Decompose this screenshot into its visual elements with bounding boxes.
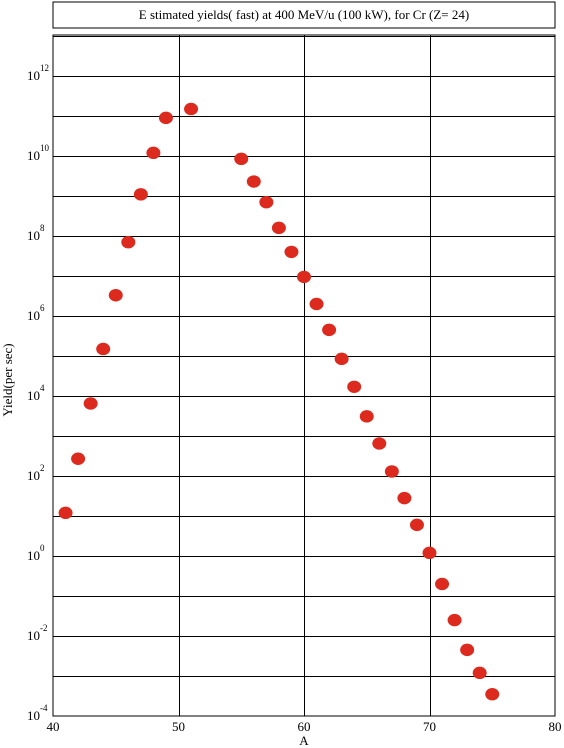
data-point xyxy=(108,289,123,302)
data-point xyxy=(485,688,500,701)
y-tick-exponent: 2 xyxy=(40,463,45,473)
y-tick-exponent: 8 xyxy=(40,223,45,233)
y-tick-label: 10 4 xyxy=(27,383,45,403)
y-tick-exponent: -2 xyxy=(40,623,48,633)
x-tick-label: 70 xyxy=(423,719,436,734)
x-tick-labels: 40 50 60 70 80 xyxy=(47,719,562,734)
y-tick-label: 10 2 xyxy=(27,463,45,483)
y-tick-base: 10 xyxy=(27,228,40,243)
data-point xyxy=(259,195,274,209)
data-point xyxy=(409,518,424,532)
y-tick-label: 10 10 xyxy=(27,143,50,163)
data-point xyxy=(384,465,399,478)
x-axis-label: A xyxy=(299,733,309,748)
data-point xyxy=(246,175,261,188)
data-point xyxy=(347,380,362,393)
data-point xyxy=(83,397,98,410)
y-tick-base: 10 xyxy=(27,388,40,403)
y-tick-base: 10 xyxy=(27,548,40,563)
data-point xyxy=(397,491,412,505)
x-tick-label: 60 xyxy=(298,719,311,734)
data-point xyxy=(359,410,374,423)
y-tick-exponent: 6 xyxy=(40,303,45,313)
y-tick-label: 10 12 xyxy=(27,63,49,83)
y-axis-label: Yield(per sec) xyxy=(0,343,15,416)
data-point xyxy=(234,152,249,166)
y-tick-base: 10 xyxy=(27,628,40,643)
data-point xyxy=(71,452,86,465)
title-box xyxy=(52,1,556,29)
y-tick-exponent: 4 xyxy=(40,383,45,393)
y-tick-label: 10 6 xyxy=(27,303,45,323)
x-tick-label: 80 xyxy=(549,719,562,734)
y-tick-base: 10 xyxy=(27,68,40,83)
data-point xyxy=(322,323,337,337)
y-tick-exponent: 10 xyxy=(40,143,50,153)
data-point xyxy=(271,221,286,235)
data-point xyxy=(460,643,475,657)
y-tick-label: 10 -4 xyxy=(27,703,48,723)
data-points xyxy=(58,102,500,701)
grid xyxy=(53,35,555,716)
y-tick-base: 10 xyxy=(27,148,40,163)
data-point xyxy=(284,245,299,259)
y-tick-label: 10 -2 xyxy=(27,623,48,643)
data-point xyxy=(297,270,311,284)
y-tick-exponent: 12 xyxy=(40,63,49,73)
y-tick-base: 10 xyxy=(27,468,40,483)
data-point xyxy=(133,188,148,201)
x-tick-label: 40 xyxy=(47,719,60,734)
data-point xyxy=(334,352,349,366)
y-tick-base: 10 xyxy=(27,708,40,723)
y-tick-label: 10 8 xyxy=(27,223,45,243)
y-tick-exponent: 0 xyxy=(40,543,45,553)
y-tick-base: 10 xyxy=(27,308,40,323)
y-tick-exponent: -4 xyxy=(40,703,48,713)
data-point xyxy=(121,235,136,249)
y-tick-label: 10 0 xyxy=(27,543,45,563)
chart-title: E stimated yields( fast) at 400 MeV/u (1… xyxy=(139,7,469,22)
data-point xyxy=(435,577,450,591)
data-point xyxy=(472,666,487,680)
data-point xyxy=(146,146,161,160)
data-point xyxy=(158,111,173,125)
data-point xyxy=(184,102,199,116)
data-point xyxy=(447,613,462,627)
data-point xyxy=(309,297,324,311)
x-tick-label: 50 xyxy=(172,719,185,734)
data-point xyxy=(372,437,387,450)
data-point xyxy=(58,506,73,520)
data-point xyxy=(96,342,111,356)
data-point xyxy=(422,546,437,560)
